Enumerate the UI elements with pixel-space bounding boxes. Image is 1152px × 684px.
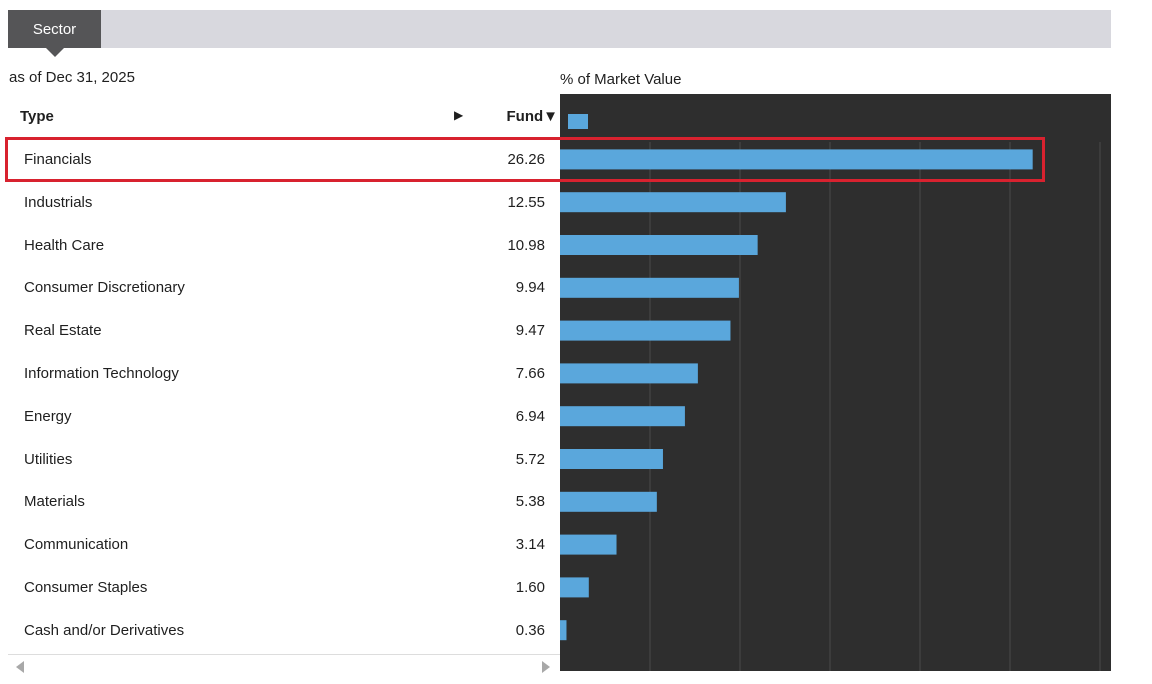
row-label: Consumer Discretionary	[24, 279, 185, 297]
row-value: 0.36	[515, 621, 545, 639]
table-row[interactable]: Health Care 10.98	[8, 224, 560, 267]
bar-information-technology[interactable]	[560, 363, 698, 384]
bar-utilities[interactable]	[560, 449, 663, 469]
table-row[interactable]: Real Estate 9.47	[8, 309, 560, 352]
table-row[interactable]: Energy 6.94	[8, 395, 560, 438]
scroll-right-icon[interactable]	[542, 661, 550, 673]
tab-active-pointer	[46, 48, 64, 57]
sector-table-body: Financials 26.26 Industrials 12.55 Health Ca…	[8, 138, 560, 652]
row-label: Materials	[24, 493, 85, 511]
row-label: Financials	[24, 151, 92, 168]
table-header: Type ▶ Fund▼	[8, 100, 560, 134]
table-row[interactable]: Consumer Staples 1.60	[8, 566, 560, 609]
scroll-left-icon[interactable]	[16, 661, 24, 673]
bar-chart-svg	[560, 114, 1101, 671]
table-row[interactable]: Materials 5.38	[8, 480, 560, 523]
row-label: Consumer Staples	[24, 578, 148, 596]
bar-chart	[560, 94, 1111, 671]
row-label: Energy	[24, 407, 72, 425]
row-label: Communication	[24, 536, 129, 554]
column-header-type[interactable]: Type	[20, 108, 54, 125]
row-label: Industrials	[24, 193, 93, 211]
table-row[interactable]: Consumer Discretionary 9.94	[8, 266, 560, 309]
bar-cash-and-or-derivatives[interactable]	[560, 620, 567, 641]
as-of-date: as of Dec 31, 2025	[9, 69, 135, 86]
bar-real-estate[interactable]	[560, 320, 731, 341]
tab-sector[interactable]: Sector	[8, 10, 101, 48]
row-value: 5.72	[515, 450, 545, 468]
row-label: Real Estate	[24, 322, 102, 340]
row-label: Utilities	[24, 450, 73, 468]
tab-sector-label: Sector	[32, 20, 77, 38]
bar-communication[interactable]	[560, 534, 617, 555]
column-header-fund[interactable]: Fund▼	[506, 108, 559, 125]
table-row[interactable]: Communication 3.14	[8, 523, 560, 566]
row-value: 6.94	[515, 407, 545, 425]
row-value: 9.47	[515, 322, 545, 340]
row-label: Cash and/or Derivatives	[24, 621, 185, 639]
bar-health-care[interactable]	[560, 235, 758, 255]
horizontal-scrollbar[interactable]	[8, 654, 560, 681]
row-label: Health Care	[24, 236, 105, 254]
table-row[interactable]: Utilities 5.72	[8, 438, 560, 481]
chart-title: % of Market Value	[560, 71, 682, 88]
row-value: 5.38	[515, 493, 545, 511]
bar-materials[interactable]	[560, 491, 657, 512]
row-label: Information Technology	[24, 364, 179, 382]
bar-consumer-staples[interactable]	[560, 577, 589, 598]
bar-energy[interactable]	[560, 406, 685, 427]
tab-bar: Sector	[8, 10, 1111, 57]
play-icon[interactable]: ▶	[454, 108, 464, 122]
bar-financials[interactable]	[560, 149, 1033, 170]
table-row[interactable]: Cash and/or Derivatives 0.36	[8, 609, 560, 652]
row-value: 9.94	[515, 279, 545, 297]
row-value: 26.26	[507, 151, 545, 168]
legend-swatch	[568, 114, 588, 129]
bar-consumer-discretionary[interactable]	[560, 277, 739, 298]
row-value: 10.98	[507, 236, 545, 254]
table-row[interactable]: Information Technology 7.66	[8, 352, 560, 395]
table-row[interactable]: Industrials 12.55	[8, 181, 560, 224]
bar-industrials[interactable]	[560, 192, 786, 213]
row-value: 12.55	[507, 193, 545, 211]
table-row[interactable]: Financials 26.26	[8, 138, 560, 181]
row-value: 7.66	[515, 364, 545, 382]
row-value: 3.14	[515, 536, 545, 554]
row-value: 1.60	[515, 578, 545, 596]
